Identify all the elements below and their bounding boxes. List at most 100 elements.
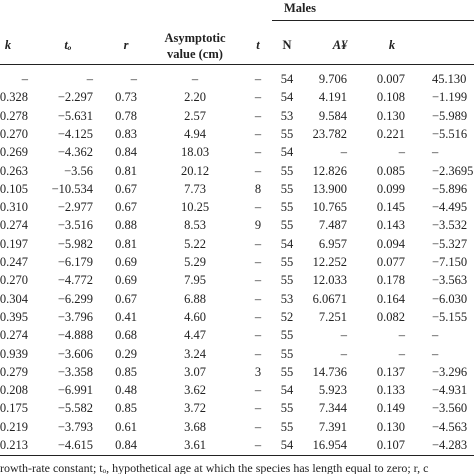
table-cell: 9.584 [318, 108, 347, 123]
table-cell: 0.85 [115, 401, 137, 416]
table-cell: −4.888 [57, 328, 93, 343]
table-cell: 5.29 [184, 255, 206, 269]
table-cell: 0.197 [0, 236, 28, 251]
table-cell: 0.69 [115, 273, 137, 288]
table-cell: 55 [280, 273, 294, 288]
table-cell: 0.274 [0, 218, 28, 233]
table-cell: 2.20 [184, 90, 206, 105]
table-cell: – [254, 126, 262, 141]
table-cell: 3.61 [184, 438, 206, 452]
table-cell: 3.68 [184, 419, 206, 434]
table-cell: – [254, 145, 262, 160]
table-cell: −3.516 [57, 218, 93, 233]
table-cell: 3.24 [184, 346, 206, 361]
table-cell: 4.94 [184, 126, 206, 141]
table-cell: −3.56 [64, 163, 93, 178]
table-cell: −1.199 [432, 90, 468, 105]
table-cell: −3.532 [432, 218, 468, 233]
table-cell: 0.41 [115, 309, 137, 324]
table-cell: −5.516 [432, 126, 468, 141]
table-cell: 0.149 [376, 401, 405, 416]
table-cell: 0.61 [115, 419, 137, 434]
table-cell: – [254, 236, 262, 251]
table-cell: 55 [280, 364, 294, 379]
table-cell: 0.328 [0, 90, 28, 105]
column-header: tₒ [64, 38, 72, 52]
table-cell: −3.358 [57, 364, 93, 379]
table-cell: 7.73 [184, 181, 206, 196]
table-cell: 6.0671 [312, 291, 347, 306]
table-cell: 0.077 [376, 255, 405, 269]
table-cell: −4.563 [432, 419, 468, 434]
table-cell: 55 [280, 163, 294, 178]
table-cell: 0.208 [0, 383, 28, 398]
table-cell: 0.263 [0, 163, 28, 178]
table-cell: 0.69 [115, 255, 137, 269]
table-cell: 0.145 [376, 200, 405, 215]
table-cell: 13.900 [312, 181, 347, 196]
table-cell: −4.362 [57, 145, 93, 160]
table-cell: – [254, 90, 262, 105]
table-cell: −3.606 [57, 346, 93, 361]
table-cell: 45.130 [432, 72, 467, 86]
table-cell: 0.73 [115, 90, 137, 105]
table-cell: – [398, 346, 405, 361]
table-cell: 0.130 [376, 108, 405, 123]
table-cell: 55 [280, 200, 294, 215]
table-cell: −3.796 [57, 309, 93, 324]
table-cell: 0.247 [0, 255, 28, 269]
footnote: rowth-rate constant; tₒ, hypothetical ag… [0, 461, 429, 474]
table-cell: 0.219 [0, 419, 28, 434]
table-cell: – [432, 346, 439, 361]
table-cell: – [340, 346, 347, 361]
table-cell: −6.030 [432, 291, 468, 306]
table-cell: 54 [280, 90, 294, 105]
group-header: Males [284, 1, 316, 15]
table-cell: 14.736 [312, 364, 347, 379]
table-cell: 0.007 [376, 72, 405, 86]
table-cell: 10.765 [312, 200, 347, 215]
table-cell: 7.391 [318, 419, 347, 434]
table-cell: −4.931 [432, 383, 468, 398]
table-cell: 0.143 [376, 218, 405, 233]
table-cell: 20.12 [180, 163, 210, 178]
table-cell: 55 [280, 346, 294, 361]
table-cell: 0.085 [376, 163, 405, 178]
table-cell: 5.22 [184, 236, 206, 251]
table-cell: 0.81 [115, 236, 137, 251]
table-cell: – [254, 273, 262, 288]
table-cell: 53 [280, 108, 294, 123]
table-cell: 0.130 [376, 419, 405, 434]
column-header: k [4, 38, 12, 52]
table-cell: 0.133 [376, 383, 405, 398]
table-cell: 7.487 [318, 218, 347, 233]
table-cell: 7.251 [318, 309, 347, 324]
table-cell: 6.957 [318, 236, 347, 251]
table-cell: −5.155 [432, 309, 468, 324]
table-cell: 0.278 [0, 108, 28, 123]
table-cell: – [254, 72, 262, 86]
table-cell: 4.191 [318, 90, 347, 105]
table-cell: −5.982 [57, 236, 93, 251]
table-cell: 0.213 [0, 438, 28, 452]
table-cell: – [432, 328, 439, 343]
group-rule [272, 20, 474, 21]
table-cell: −6.991 [57, 383, 93, 398]
table-cell: – [254, 309, 262, 324]
column-header: t [256, 38, 260, 52]
table-cell: 0.78 [115, 108, 137, 123]
table-cell: – [86, 72, 93, 86]
table-cell: 9 [254, 218, 262, 233]
table-cell: – [254, 419, 262, 434]
table-cell: 52 [280, 309, 294, 324]
table-cell: 5.923 [318, 383, 347, 398]
table-cell: – [398, 328, 405, 343]
table-cell: 0.137 [376, 364, 405, 379]
table-cell: 0.310 [0, 200, 28, 215]
table-cell: −5.631 [57, 108, 93, 123]
table-cell: 0.221 [376, 126, 405, 141]
table-cell: – [254, 255, 262, 269]
table-cell: 0.175 [0, 401, 28, 416]
table-cell: – [254, 163, 262, 178]
